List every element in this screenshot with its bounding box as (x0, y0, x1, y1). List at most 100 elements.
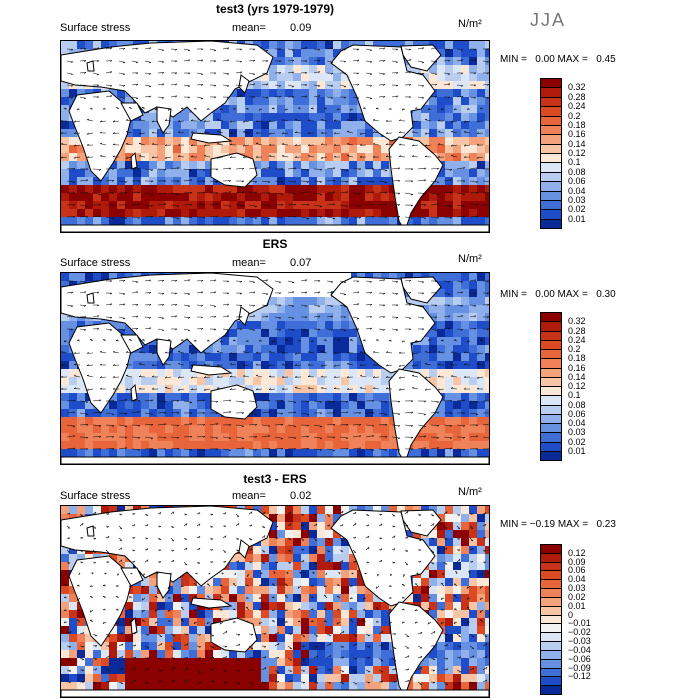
land-arabia (120, 334, 144, 354)
panel-1-units: N/m² (458, 18, 482, 30)
colorbar-label: 0.18 (568, 353, 586, 364)
panel-1-min-label: MIN = (500, 54, 527, 65)
panel-3-mean-label: mean= (232, 490, 266, 502)
land-north-america (330, 509, 436, 607)
land-arabia (120, 567, 144, 587)
panel-2-field-label: Surface stress (60, 257, 131, 269)
colorbar-label: 0.24 (568, 101, 586, 112)
colorbar-label: 0.18 (568, 119, 586, 130)
land-india (156, 106, 172, 134)
panel-1-field-label: Surface stress (60, 22, 131, 34)
panel-3-title: test3 - ERS (243, 472, 307, 486)
colorbar-label: 0.06 (568, 408, 586, 419)
colorbar-label: 0.02 (568, 436, 586, 447)
land-south-america (388, 368, 444, 464)
panel-1-mean-label: mean= (232, 22, 266, 34)
colorbar-label: 0.14 (568, 138, 586, 149)
land-antarctica (61, 224, 489, 232)
wind-vectors (63, 510, 488, 686)
colorbar-label: 0.09 (568, 556, 586, 567)
panel-1-title: test3 (yrs 1979-1979) (215, 2, 335, 16)
land-indonesia (190, 132, 233, 144)
colorbar-label: 0.12 (568, 547, 586, 558)
colorbar-label: 0.02 (568, 591, 586, 602)
wind-vectors (61, 279, 489, 452)
panel-2-max-value: 0.30 (596, 289, 616, 300)
panel-3-colorbar: 0.12 0.09 0.06 0.04 0.03 0.02 0.01 0 −0.01 −0.02−… (540, 544, 620, 695)
panel-2-min-value: 0.00 (535, 289, 555, 300)
land-uk (86, 525, 95, 537)
land-japan (238, 74, 250, 94)
land-madagascar (130, 616, 138, 635)
colorbar-label: 0.02 (568, 204, 586, 215)
colorbar-label: 0.04 (568, 574, 586, 585)
panel-1-mean-value: 0.09 (290, 22, 312, 34)
colorbar-label: 0.06 (568, 565, 586, 576)
panel-3-max-value: 0.23 (596, 519, 616, 530)
colorbar-label: −0.02 (568, 627, 591, 638)
colorbar-label: 0.16 (568, 129, 586, 140)
colorbar-swatch (540, 685, 562, 695)
land-uk (86, 60, 95, 72)
panel-3-min-label: MIN = (500, 519, 527, 530)
land-antarctica (61, 689, 489, 697)
panel-3-max-label: MAX = (557, 519, 589, 530)
colorbar-label: 0.32 (568, 316, 586, 327)
land-south-america (388, 136, 444, 232)
panel-2-minmax: MIN = 0.00 MAX = 0.30 (500, 289, 616, 300)
panel-2-colorbar: 0.32 0.28 0.24 0.2 0.18 0.16 0.14 0.12 0.1 0.08 0.… (540, 312, 620, 461)
colorbar-label: 0.03 (568, 583, 586, 594)
colorbar-label: 0.28 (568, 91, 586, 102)
land-india (156, 338, 172, 366)
panel-3-mean-value: 0.02 (290, 490, 312, 502)
land-australia (210, 617, 258, 653)
land-europe-asia (61, 506, 274, 587)
land-arabia (120, 102, 144, 122)
colorbar-label: 0.24 (568, 334, 586, 345)
panel-1-max-value: 0.45 (596, 54, 616, 65)
colorbar-label: 0.04 (568, 185, 586, 196)
land-south-america (388, 601, 444, 697)
colorbar-label: −0.06 (568, 653, 591, 664)
colorbar-label: −0.03 (568, 636, 591, 647)
colorbar-label: 0.01 (568, 600, 586, 611)
panel-3-map (60, 505, 490, 698)
panel-1-max-label: MAX = (557, 54, 588, 65)
panel-2-max-label: MAX = (557, 289, 588, 300)
panel-3-field-label: Surface stress (60, 490, 131, 502)
panel-1-colorbar: 0.32 0.28 0.24 0.2 0.18 0.16 0.14 0.12 0.1 0.08 0.… (540, 78, 620, 229)
land-uk (86, 292, 95, 304)
colorbar-label: 0.01 (568, 213, 586, 224)
land-indonesia (190, 364, 233, 376)
season-label: JJA (530, 10, 567, 30)
land-north-america (330, 44, 436, 142)
colorbar-label: 0.08 (568, 399, 586, 410)
land-masses (61, 41, 489, 232)
panel-2-map (60, 272, 490, 465)
panel-3-units: N/m² (458, 486, 482, 498)
land-masses (61, 506, 489, 697)
panel-2-mean-label: mean= (232, 257, 266, 269)
colorbar-label: 0.28 (568, 325, 586, 336)
panel-1-minmax: MIN = 0.00 MAX = 0.45 (500, 54, 616, 65)
panel-2-title: ERS (262, 237, 288, 251)
colorbar-label: 0.14 (568, 371, 586, 382)
colorbar-label: 0.1 (568, 390, 581, 401)
colorbar-label: 0.32 (568, 82, 586, 93)
panel-1-min-value: 0.00 (535, 54, 555, 65)
panel-3-min-value: −0.19 (529, 519, 556, 530)
colorbar-label: 0.01 (568, 445, 586, 456)
land-antarctica (61, 456, 489, 464)
colorbar-label: 0.2 (568, 344, 581, 354)
colorbar-swatch (540, 450, 562, 461)
colorbar-label: −0.01 (568, 618, 591, 629)
colorbar-label: −0.09 (568, 662, 591, 673)
land-japan (238, 539, 250, 559)
panel-3-minmax: MIN = −0.19 MAX = 0.23 (500, 519, 616, 530)
land-europe-asia (61, 273, 274, 354)
land-north-america (330, 276, 436, 374)
panel-2-min-label: MIN = (500, 289, 527, 300)
colorbar-label: 0.08 (568, 166, 586, 177)
panel-2-units: N/m² (458, 253, 482, 265)
colorbar-label: 0.12 (568, 148, 586, 158)
